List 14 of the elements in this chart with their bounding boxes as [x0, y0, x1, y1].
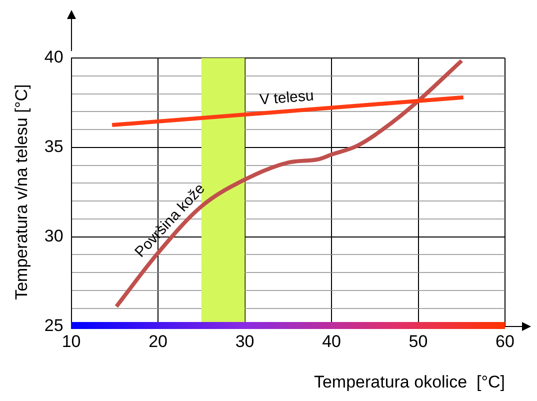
x-tick-label: 60: [496, 332, 514, 352]
y-tick-label: 40: [44, 48, 64, 67]
x-tick-label: 30: [235, 332, 254, 352]
x-tick-label: 20: [148, 332, 168, 352]
series-label: V telesu: [258, 87, 314, 108]
x-axis-title: Temperatura okolice [°C]: [314, 372, 505, 392]
x-tick-label: 40: [322, 332, 341, 352]
y-tick-label: 25: [44, 316, 64, 335]
y-axis-title: Temperatura v/na telesu [°C]: [12, 84, 31, 300]
y-tick-label: 30: [44, 226, 64, 246]
y-tick-label: 35: [44, 137, 64, 156]
x-tick-label: 10: [62, 332, 81, 352]
x-tick-label: 50: [408, 332, 428, 352]
line-series: [114, 58, 464, 309]
